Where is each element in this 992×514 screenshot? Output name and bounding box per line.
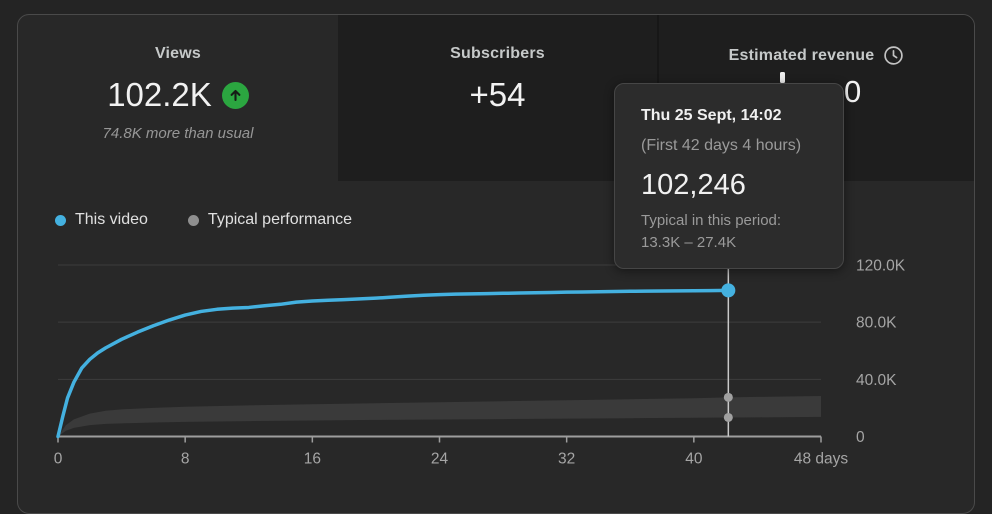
tooltip-period: (First 42 days 4 hours) — [641, 137, 802, 154]
views-tab-label: Views — [154, 45, 202, 62]
typical-range-marker-dot — [723, 412, 733, 422]
x-axis-tick-label: 40 — [685, 451, 703, 468]
legend-typical-performance-label: Typical performance — [207, 211, 352, 228]
subscribers-tab-label: Subscribers — [450, 45, 545, 62]
typical-performance-dot-icon — [187, 214, 199, 226]
revenue-value-partial-glyph — [780, 72, 785, 83]
up-arrow-icon — [221, 81, 249, 109]
tab-views[interactable]: Views 102.2K 74.8K more than usual — [18, 15, 338, 181]
x-axis-tick-label: 48 days — [794, 451, 849, 468]
legend-item-this-video[interactable]: This video — [55, 211, 148, 229]
tooltip-typical-label: Typical in this period: — [641, 212, 782, 229]
chart-tooltip: Thu 25 Sept, 14:02 (First 42 days 4 hour… — [614, 83, 844, 269]
y-axis-tick-label: 120.0K — [856, 258, 906, 275]
typical-range-marker-dot — [723, 392, 733, 402]
clock-icon[interactable] — [883, 45, 904, 66]
y-axis-tick-label: 40.0K — [856, 372, 897, 389]
revenue-value-visible-fragment: 0 — [844, 74, 862, 109]
current-value-marker-dot — [721, 283, 736, 298]
legend-item-typical-performance[interactable]: Typical performance — [187, 211, 352, 229]
y-axis-tick-label: 0 — [856, 429, 865, 446]
metric-tabs: Views 102.2K 74.8K more than usual Subsc… — [18, 15, 974, 181]
views-subtitle: 74.8K more than usual — [102, 125, 254, 142]
chart-legend: This video Typical performance — [55, 209, 352, 231]
x-axis-tick-label: 32 — [558, 451, 575, 468]
subscribers-value: +54 — [469, 76, 526, 113]
estimated-revenue-tab-label: Estimated revenue — [728, 46, 875, 64]
views-value: 102.2K — [107, 76, 212, 113]
this-video-dot-icon — [55, 214, 66, 226]
this-video-line — [56, 288, 731, 439]
tab-subscribers[interactable]: Subscribers +54 — [338, 15, 657, 181]
x-axis-tick-label: 24 — [431, 451, 449, 468]
x-axis-tick-label: 16 — [304, 451, 321, 468]
x-axis-tick-label: 0 — [54, 451, 63, 468]
x-axis-tick-label: 8 — [181, 451, 190, 468]
views-chart[interactable]: 0 8 16 24 32 40 48 days 0 40.0K 80.0K 120.0K — [18, 15, 974, 513]
tooltip-date: Thu 25 Sept, 14:02 — [641, 107, 782, 124]
analytics-overview-card: Views 102.2K 74.8K more than usual Subsc… — [17, 14, 975, 514]
typical-performance-band — [58, 396, 821, 437]
tooltip-value: 102,246 — [641, 169, 746, 201]
tooltip-typical-range: 13.3K – 27.4K — [641, 234, 737, 251]
legend-this-video-label: This video — [75, 211, 148, 228]
y-axis-tick-label: 80.0K — [856, 315, 897, 332]
